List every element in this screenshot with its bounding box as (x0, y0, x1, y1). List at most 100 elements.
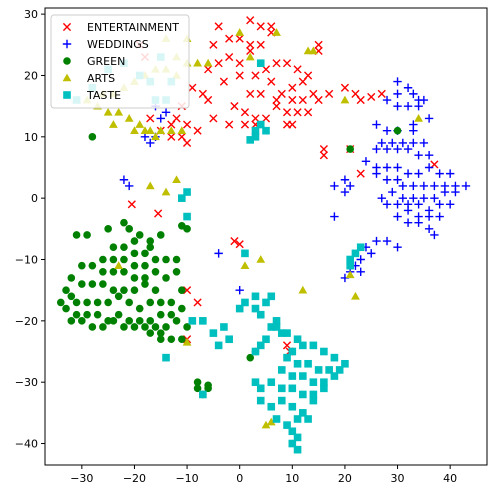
point-weddings (398, 193, 408, 203)
point-weddings (419, 95, 429, 105)
point-arts (145, 181, 155, 190)
point-weddings (372, 169, 381, 178)
point-green (162, 323, 170, 331)
point-weddings (435, 200, 444, 209)
point-green (104, 298, 112, 307)
point-weddings (377, 138, 386, 148)
point-entertainment (256, 22, 265, 31)
point-green (67, 274, 76, 282)
point-taste (299, 390, 307, 399)
point-weddings (382, 144, 392, 154)
point-green (99, 255, 107, 264)
point-green (72, 298, 81, 307)
point-arts (193, 58, 202, 67)
point-green (120, 255, 128, 264)
point-taste (277, 329, 286, 337)
point-taste (288, 439, 297, 448)
point-green (167, 298, 176, 307)
point-entertainment (204, 95, 213, 105)
point-arts (256, 255, 266, 263)
point-weddings (430, 181, 439, 191)
point-green (99, 280, 107, 288)
point-weddings (403, 144, 413, 154)
y-tick-label: 0 (31, 192, 38, 205)
point-weddings (419, 181, 429, 191)
point-weddings (393, 200, 402, 209)
legend-label-weddings: WEDDINGS (87, 38, 149, 51)
point-taste (293, 359, 302, 368)
point-entertainment (314, 40, 323, 49)
point-arts (103, 107, 113, 116)
point-green (151, 286, 160, 294)
point-entertainment (256, 89, 265, 98)
point-entertainment (167, 120, 176, 129)
x-tick-label: 40 (443, 472, 457, 485)
point-weddings (424, 224, 434, 234)
point-taste (209, 329, 218, 337)
point-taste (293, 433, 302, 442)
point-arts (135, 120, 145, 128)
point-green (141, 249, 149, 258)
point-taste (356, 243, 365, 252)
y-tick-label: 20 (24, 69, 38, 82)
point-taste (251, 126, 260, 135)
point-taste (256, 59, 265, 68)
point-taste (199, 390, 207, 399)
x-tick-label: 30 (391, 472, 405, 485)
point-entertainment (235, 71, 244, 80)
y-tick-label: −20 (15, 315, 38, 328)
point-taste (241, 298, 249, 307)
point-taste (251, 347, 260, 356)
y-tick-label: 10 (24, 131, 38, 144)
point-green (130, 237, 139, 245)
point-entertainment (225, 52, 234, 62)
point-weddings (435, 212, 444, 221)
point-arts (345, 270, 355, 279)
point-entertainment (188, 83, 197, 92)
point-entertainment (288, 95, 297, 105)
point-weddings (445, 200, 455, 209)
point-arts (203, 58, 213, 67)
point-green (130, 249, 139, 258)
point-weddings (388, 138, 397, 148)
point-green (93, 310, 102, 319)
point-green (246, 353, 255, 362)
point-taste (188, 317, 197, 325)
point-green (62, 304, 70, 313)
point-green (130, 274, 139, 282)
point-weddings (414, 200, 423, 209)
point-taste (256, 310, 265, 319)
point-green (88, 280, 97, 288)
point-green (120, 323, 128, 331)
point-taste (178, 194, 186, 202)
legend-label-arts: ARTS (87, 72, 115, 85)
point-green (125, 317, 133, 325)
point-green (151, 267, 160, 276)
point-taste (246, 136, 255, 144)
point-taste (293, 445, 302, 454)
point-weddings (424, 163, 434, 172)
point-taste (199, 317, 207, 325)
legend-box (50, 14, 190, 109)
point-taste (235, 304, 244, 313)
point-green (120, 218, 128, 227)
point-weddings (382, 95, 392, 105)
point-weddings (398, 181, 408, 191)
point-green (78, 280, 86, 288)
axes: −30 −20 −10 0 10 20 30 40 −40 −30 −20 −10 0 10 20 30 (15, 8, 457, 485)
point-green (172, 267, 181, 276)
point-taste (183, 212, 191, 221)
point-arts (245, 52, 255, 61)
point-weddings (214, 249, 223, 258)
point-taste (346, 261, 354, 270)
point-weddings (409, 138, 418, 148)
point-taste (283, 329, 291, 337)
point-green (346, 145, 354, 153)
point-entertainment (304, 108, 313, 117)
legend: ENTERTAINMENT WEDDINGS GREEN ARTS TASTE (50, 14, 190, 109)
point-weddings (345, 181, 355, 191)
point-taste (335, 366, 344, 374)
point-taste (330, 372, 339, 380)
point-green (83, 298, 91, 307)
point-weddings (146, 138, 155, 148)
